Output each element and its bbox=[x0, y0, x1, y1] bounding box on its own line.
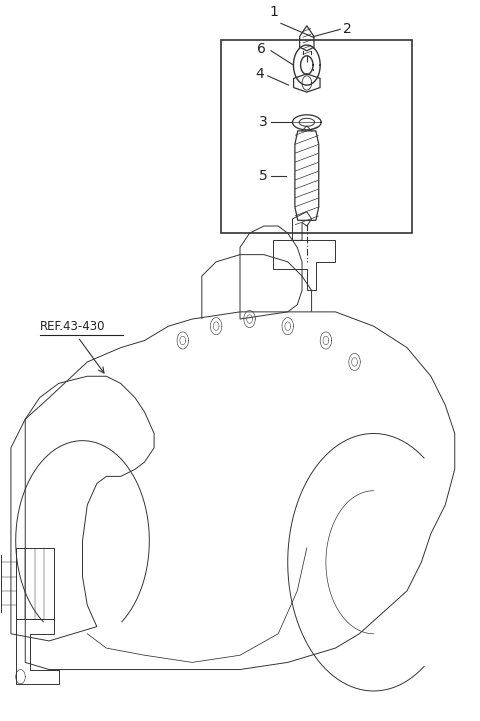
Text: 2: 2 bbox=[343, 22, 351, 36]
Text: 6: 6 bbox=[257, 43, 266, 56]
Text: 1: 1 bbox=[270, 4, 279, 19]
Text: 5: 5 bbox=[258, 169, 267, 182]
Bar bbox=[16, 548, 54, 619]
Text: 3: 3 bbox=[258, 115, 267, 129]
Text: REF.43-430: REF.43-430 bbox=[39, 320, 105, 333]
Text: 4: 4 bbox=[255, 67, 264, 81]
Bar bbox=[221, 40, 412, 233]
